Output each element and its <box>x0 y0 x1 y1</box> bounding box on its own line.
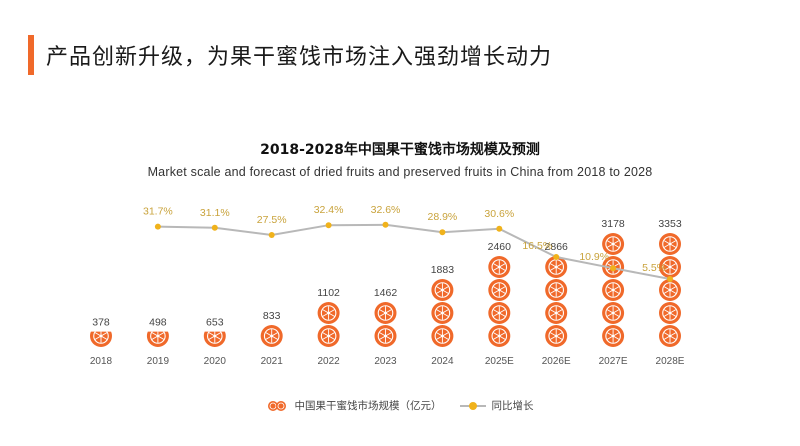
x-tick-label-2021: 2021 <box>261 356 284 367</box>
fruit-mark-2028E-4 <box>659 233 681 255</box>
fruit-mark-2023-0 <box>374 325 397 347</box>
fruit-mark-2019-0 <box>146 331 169 347</box>
fruit-mark-2026E-2 <box>545 279 568 301</box>
fruit-mark-2018-0 <box>90 331 112 347</box>
value-label-2019: 498 <box>149 317 167 329</box>
fruit-mark-2028E-2 <box>659 279 681 301</box>
growth-point-2022 <box>325 222 332 229</box>
fruit-mark-2024-2 <box>431 279 454 301</box>
growth-line <box>157 223 671 280</box>
x-tick-label-2024: 2024 <box>431 356 454 367</box>
legend-label-market-scale: 中国果干蜜饯市场规模（亿元） <box>294 400 442 412</box>
growth-label-2024: 28.9% <box>428 211 458 223</box>
fruit-mark-2024-0 <box>431 325 454 347</box>
growth-label-2028E: 5.5% <box>642 262 666 274</box>
growth-label-2022: 32.4% <box>314 204 344 216</box>
growth-point-2026E <box>553 254 560 260</box>
growth-point-2021 <box>268 232 275 238</box>
growth-label-2023: 32.6% <box>371 204 401 216</box>
page-title: 产品创新升级，为果干蜜饯市场注入强劲增长动力 <box>46 45 553 70</box>
fruit-mark-2028E-3 <box>659 256 681 278</box>
x-tick-label-2019: 2019 <box>147 356 170 367</box>
fruit-mark-2022-0 <box>317 325 340 347</box>
x-tick-label-2023: 2023 <box>374 356 397 367</box>
fruit-mark-2025E-3 <box>488 256 511 278</box>
fruit-mark-2020-0 <box>203 331 226 347</box>
legend-item-market-scale: 中国果干蜜饯市场规模（亿元） <box>267 398 442 413</box>
fruit-mark-2023-1 <box>374 302 397 324</box>
value-label-2020: 653 <box>206 317 224 329</box>
x-tick-label-2026E: 2026E <box>542 356 571 367</box>
growth-label-2025E: 30.6% <box>484 208 514 220</box>
fruit-mark-2021-0 <box>260 325 283 347</box>
legend-label-growth: 同比增长 <box>491 400 534 412</box>
chart-title: 2018-2028年中国果干蜜饯市场规模及预测 <box>260 142 540 158</box>
value-label-2024: 1883 <box>431 264 455 276</box>
fruit-mark-2024-1 <box>431 302 454 324</box>
value-label-2027E: 3178 <box>601 218 625 230</box>
growth-point-2023 <box>382 221 389 228</box>
fruit-mark-2027E-2 <box>602 279 625 301</box>
value-label-2021: 833 <box>263 310 281 322</box>
growth-point-2025E <box>496 225 503 232</box>
growth-label-2026E: 16.5% <box>522 240 552 252</box>
fruit-mark-2028E-1 <box>659 302 681 324</box>
x-tick-label-2018: 2018 <box>90 356 113 367</box>
line-marker-icon <box>459 401 486 411</box>
value-label-2025E: 2460 <box>488 241 512 253</box>
legend-item-growth: 同比增长 <box>459 398 534 413</box>
orange-slice-icon <box>267 400 286 411</box>
fruit-mark-2027E-1 <box>602 302 625 324</box>
fruit-mark-2027E-0 <box>602 325 625 347</box>
x-tick-label-2025E: 2025E <box>485 356 514 367</box>
fruit-mark-2027E-4 <box>602 233 625 255</box>
title-accent-bar <box>28 35 34 75</box>
x-tick-label-2022: 2022 <box>317 356 340 367</box>
fruit-mark-2028E-0 <box>659 325 681 347</box>
growth-point-2020 <box>211 224 218 231</box>
fruit-mark-2026E-1 <box>545 302 568 324</box>
x-tick-label-2020: 2020 <box>204 356 227 367</box>
growth-point-2028E <box>667 276 673 282</box>
growth-label-2020: 31.1% <box>200 207 230 219</box>
growth-point-2024 <box>439 229 446 236</box>
fruit-mark-2025E-2 <box>488 279 511 301</box>
chart-subtitle: Market scale and forecast of dried fruit… <box>147 165 653 179</box>
fruit-mark-2025E-1 <box>488 302 511 324</box>
fruit-mark-2025E-0 <box>488 325 511 347</box>
growth-point-2027E <box>610 265 617 272</box>
growth-label-2019: 31.7% <box>143 206 173 218</box>
fruit-mark-2022-1 <box>317 302 340 324</box>
fruit-mark-2026E-0 <box>545 325 568 347</box>
chart-legend: 中国果干蜜饯市场规模（亿元） 同比增长 <box>0 398 800 413</box>
growth-label-2027E: 10.9% <box>579 251 609 263</box>
value-label-2023: 1462 <box>374 287 398 299</box>
value-label-2022: 1102 <box>317 287 340 299</box>
value-label-2018: 378 <box>92 317 110 329</box>
value-label-2028E: 3353 <box>658 218 682 230</box>
growth-point-2019 <box>154 223 161 230</box>
x-tick-label-2028E: 2028E <box>656 356 685 367</box>
x-tick-label-2027E: 2027E <box>599 356 628 367</box>
growth-label-2021: 27.5% <box>257 214 287 226</box>
value-label-2026E: 2866 <box>545 241 569 253</box>
